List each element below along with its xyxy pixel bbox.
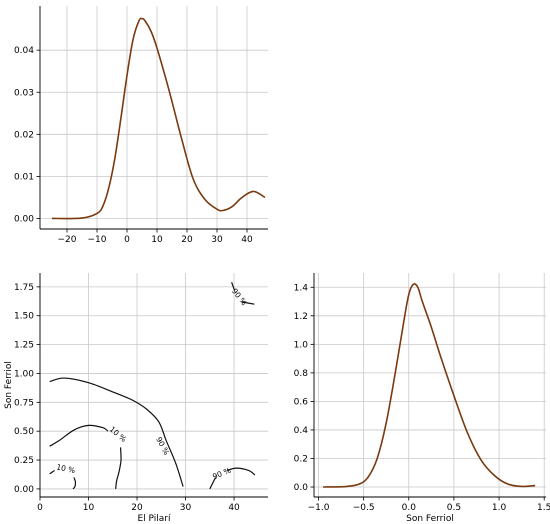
y-tick-label: 1.2 [294,312,308,322]
y-tick-label: 0.01 [14,172,34,182]
x-tick-label: 40 [228,503,240,513]
x-tick-label: 0 [124,235,130,245]
x-tick-label: 0.0 [402,503,417,513]
contour-line [49,377,184,487]
y-tick-label: 0.75 [14,398,34,408]
x-tick-label: −1.0 [308,503,330,513]
contour-level-label: 10 % [108,425,128,444]
x-tick-label: 30 [180,503,192,513]
contour-line [241,301,255,305]
x-tick-label: 10 [83,503,95,513]
x-tick-label: 0.5 [447,503,461,513]
y-tick-label: 0.04 [14,46,34,56]
density-line [51,17,266,220]
x-tick-label: 10 [151,235,163,245]
contour-line [49,424,109,447]
panel-bottom-left: 0 10 20 30 40 0.00 0.25 0.50 0.75 1.00 1.25 1.50 1.7… [4,273,268,524]
panel-top: −20 −10 0 10 20 30 40 0.00 0.01 0.02 0.03 0.04 [14,6,268,245]
x-tick-label: 1.5 [537,503,550,513]
y-tick-label: 1.0 [294,340,309,350]
x-axis-label: Son Ferriol [406,514,454,524]
y-tick-label: 1.00 [14,369,34,379]
x-tick-label: 0 [37,503,43,513]
contour-line [49,469,55,475]
y-tick-label: 0.02 [14,130,34,140]
x-tick-label: −10 [88,235,107,245]
y-tick-label: 1.25 [14,341,34,351]
x-tick-label: −20 [58,235,77,245]
y-tick-label: 0.00 [14,485,34,495]
x-tick-label: 20 [181,235,193,245]
contour-line [72,477,77,490]
y-tick-label: 0.50 [14,427,34,437]
x-tick-label: 40 [241,235,253,245]
y-tick-label: 0.4 [294,426,309,436]
contour-level-label: 90 % [154,435,171,456]
y-tick-label: 0.0 [294,483,309,493]
y-tick-label: 0.8 [294,369,309,379]
y-axis-label: Son Ferriol [4,361,14,409]
y-tick-label: 1.4 [294,283,309,293]
contour-line [209,477,217,490]
contour-level-label: 90 % [211,466,232,481]
panel-bottom-right: −1.0 −0.5 0.0 0.5 1.0 1.5 0.0 0.2 0.4 0.6 0.8 1.0 1.… [294,273,550,524]
contour-level-label: 10 % [56,462,77,475]
contour-line [115,447,122,489]
y-tick-label: 0.25 [14,456,34,466]
x-axis-label: El Pilarí [138,514,171,524]
x-tick-label: 20 [131,503,143,513]
contour-level-label: 90 % [230,287,249,308]
density-line [323,283,536,488]
contour-line [226,467,256,476]
y-tick-label: 1.50 [14,312,34,322]
y-tick-label: 0.03 [14,88,34,98]
x-tick-label: −0.5 [353,503,375,513]
contour-line [231,282,236,291]
y-tick-label: 0.2 [294,454,308,464]
y-tick-label: 0.6 [294,397,309,407]
x-tick-label: 30 [211,235,223,245]
y-tick-label: 0.00 [14,214,34,224]
x-tick-label: 1.0 [492,503,507,513]
y-tick-label: 1.75 [14,283,34,293]
